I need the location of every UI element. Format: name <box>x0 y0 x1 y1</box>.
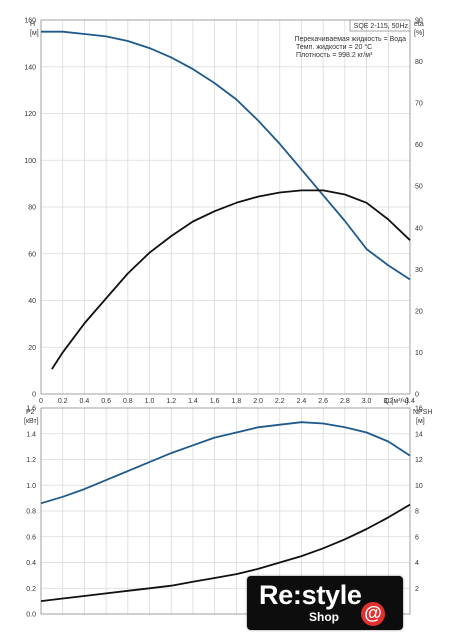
y-right-unit-eta: [%] <box>414 30 424 37</box>
y-left-tick-label: 120 <box>24 111 36 118</box>
title-box <box>349 19 411 32</box>
y-left-tick-label: 160 <box>24 18 36 25</box>
y-right-label-eta: eta <box>414 21 424 28</box>
p2-tick-label: 1.2 <box>26 457 36 464</box>
y-left-tick-label: 0 <box>32 392 36 399</box>
y-right-tick-label: 90 <box>415 18 423 25</box>
p2-tick-label: 1.0 <box>26 483 36 490</box>
p2-tick-label: 0.2 <box>26 586 36 593</box>
chart-title: SQE 2-115, 50Hz <box>354 23 409 30</box>
x-tick-label: 2.2 <box>275 398 285 405</box>
x-tick-label: 0.2 <box>58 398 68 405</box>
p2-tick-label: 0.4 <box>26 560 36 567</box>
npsh-curve-line <box>40 503 411 602</box>
x-tick-label: 1.2 <box>166 398 176 405</box>
x-tick-label: 1.8 <box>231 398 241 405</box>
y-right-tick-label: 80 <box>415 59 423 66</box>
x-axis-label: Q [м³/ч] <box>384 398 408 405</box>
efficiency-curve-line <box>51 189 411 370</box>
npsh-tick-label: 14 <box>415 431 423 438</box>
y-right-label-npsh: NPSH <box>413 409 432 416</box>
bottom-plot-frame <box>40 407 411 615</box>
power-curve-line <box>40 421 411 505</box>
x-tick-label: 2.4 <box>297 398 307 405</box>
x-tick-label: 3.0 <box>362 398 372 405</box>
y-right-unit-npsh: [м] <box>416 418 425 425</box>
y-left-label-h: H <box>30 21 35 28</box>
top-plot-frame <box>40 19 411 395</box>
x-tick-label: 3.2 <box>383 398 393 405</box>
logo-cart-icon: @ <box>361 602 385 626</box>
y-right-tick-label: 60 <box>415 142 423 149</box>
y-left-tick-label: 20 <box>28 345 36 352</box>
info-line-fluid: Перекачиваемая жидкость = Вода <box>294 36 406 43</box>
y-right-tick-label: 70 <box>415 101 423 108</box>
y-right-tick-label: 10 <box>415 350 423 357</box>
y-left-unit-p2: [кВт] <box>24 418 39 425</box>
npsh-tick-label: 4 <box>415 560 419 567</box>
info-line-temp: Темп. жидкости = 20 °C <box>296 43 372 51</box>
y-right-tick-label: 50 <box>415 184 423 191</box>
x-tick-label: 0.6 <box>101 398 111 405</box>
y-right-tick-label: 40 <box>415 225 423 232</box>
x-tick-label: 0.8 <box>123 398 133 405</box>
y-left-unit-h: [м] <box>30 30 39 37</box>
logo-main-text: Re:style <box>259 580 362 610</box>
x-tick-label: 0.4 <box>80 398 90 405</box>
chart-marks <box>40 30 411 602</box>
p2-tick-label: 0.8 <box>26 509 36 516</box>
y-right-tick-label: 20 <box>415 308 423 315</box>
npsh-tick-label: 10 <box>415 483 423 490</box>
npsh-tick-label: 2 <box>415 586 419 593</box>
x-tick-label: 2.0 <box>253 398 263 405</box>
y-left-tick-label: 80 <box>28 205 36 212</box>
y-left-tick-label: 100 <box>24 158 36 165</box>
y-left-tick-label: 40 <box>28 298 36 305</box>
x-tick-label: 1.4 <box>188 398 198 405</box>
y-left-label-p2: P2 <box>26 409 35 416</box>
x-tick-label: 1.0 <box>145 398 155 405</box>
restyle-shop-logo: Re:style Shop @ <box>247 576 403 630</box>
npsh-tick-label: 8 <box>415 509 419 516</box>
y-left-tick-label: 140 <box>24 64 36 71</box>
x-tick-label: 3.4 <box>405 398 415 405</box>
tick-labels: 0 0.2 0.4 0.6 0.8 1.0 1.2 1.4 1.6 1.8 2.0 2.2 2.4 2.6… <box>24 18 423 619</box>
x-tick-label: 2.8 <box>340 398 350 405</box>
p2-tick-label: 1.6 <box>26 406 36 413</box>
npsh-tick-label: 16 <box>415 406 423 413</box>
y-right-tick-label: 0 <box>415 392 419 399</box>
p2-tick-label: 0.6 <box>26 534 36 541</box>
head-curve-line <box>41 30 411 281</box>
npsh-tick-label: 12 <box>415 457 423 464</box>
x-tick-label: 1.6 <box>210 398 220 405</box>
y-right-tick-label: 30 <box>415 267 423 274</box>
x-tick-label: 0 <box>39 398 43 405</box>
p2-tick-label: 1.4 <box>26 431 36 438</box>
p2-tick-label: 0.0 <box>26 612 36 619</box>
npsh-tick-label: 6 <box>415 534 419 541</box>
y-left-tick-label: 60 <box>28 251 36 258</box>
x-tick-label: 2.6 <box>318 398 328 405</box>
info-line-density: Плотность = 998.2 кг/м³ <box>296 52 373 59</box>
logo-sub-text: Shop <box>309 610 339 624</box>
